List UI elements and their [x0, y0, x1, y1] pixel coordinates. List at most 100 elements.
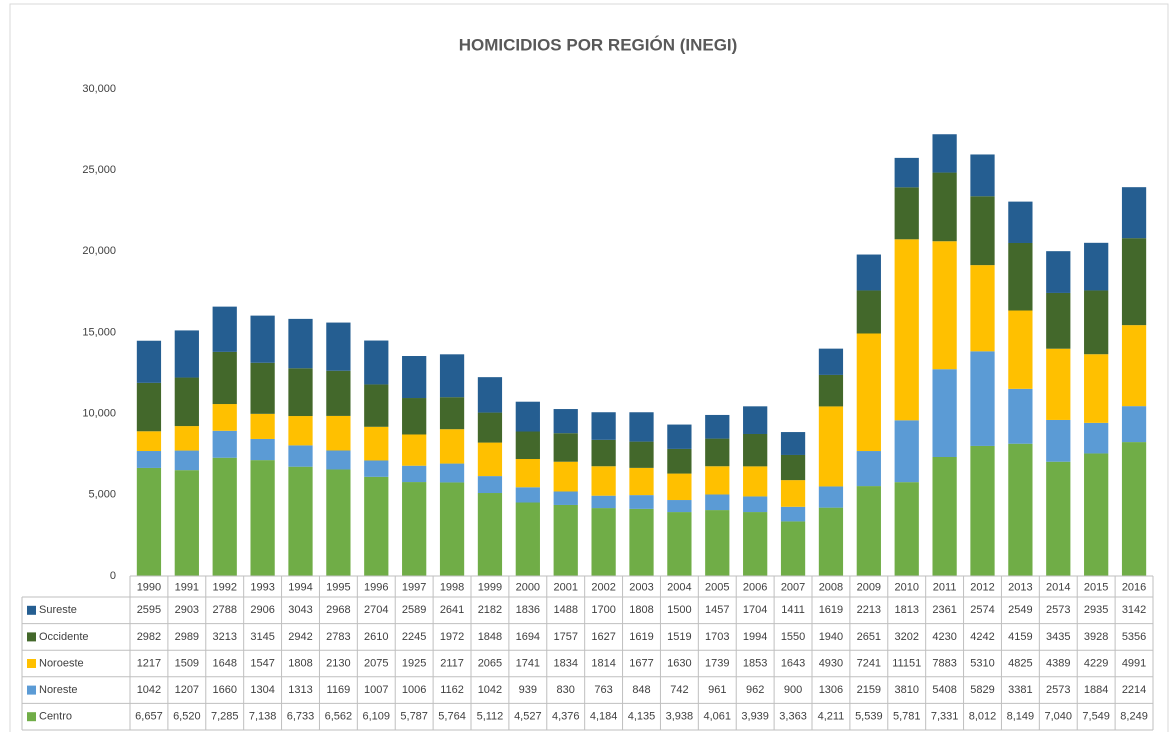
bar-segment: [705, 466, 730, 495]
bar-segment: [818, 486, 844, 508]
legend-label: Noroeste: [39, 657, 84, 669]
table-value: 962: [746, 684, 764, 696]
bar-segment: [932, 134, 957, 173]
bar-segment: [212, 457, 237, 576]
table-value: 4230: [932, 631, 956, 643]
y-tick-label: 5,000: [88, 489, 116, 501]
bar-segment: [1008, 310, 1033, 389]
bar-segment: [477, 377, 503, 413]
bar-segment: [515, 401, 540, 432]
x-tick-label: 1997: [402, 581, 426, 593]
table-value: 1509: [175, 657, 199, 669]
bar-segment: [970, 196, 995, 266]
bar-segment: [667, 512, 692, 576]
bar-segment: [250, 413, 275, 439]
bar-segment: [932, 456, 957, 576]
bar-segment: [1084, 453, 1109, 576]
table-value: 2245: [402, 631, 426, 643]
x-tick-label: 1995: [326, 581, 350, 593]
bar-segment: [629, 508, 654, 576]
table-value: 2783: [326, 631, 350, 643]
bar-segment: [932, 369, 957, 457]
table-value: 1643: [781, 657, 805, 669]
bar-segment: [1084, 290, 1109, 355]
legend-swatch: [27, 659, 36, 668]
x-tick-label: 2001: [553, 581, 577, 593]
table-value: 4,184: [590, 711, 618, 723]
x-tick-label: 1994: [288, 581, 312, 593]
bar-segment: [818, 348, 844, 375]
table-value: 2214: [1122, 684, 1146, 696]
bar-segment: [667, 500, 692, 513]
table-value: 8,012: [969, 711, 997, 723]
x-tick-label: 2013: [1008, 581, 1032, 593]
bar-segment: [705, 510, 730, 576]
table-value: 3043: [288, 604, 312, 616]
bar-segment: [553, 491, 578, 505]
table-value: 1677: [629, 657, 653, 669]
bar-segment: [743, 496, 768, 513]
table-value: 1619: [629, 631, 653, 643]
bar-segment: [894, 239, 919, 421]
bar-segment: [1046, 461, 1071, 576]
table-value: 2982: [137, 631, 161, 643]
table-value: 1925: [402, 657, 426, 669]
table-value: 2704: [364, 604, 388, 616]
bar-segment: [515, 459, 540, 488]
bar-segment: [856, 486, 881, 576]
bar-segment: [818, 374, 844, 407]
bar-segment: [705, 438, 730, 467]
y-tick-label: 0: [110, 570, 116, 582]
chart-border: [9, 3, 1169, 732]
bar-segment: [970, 265, 995, 352]
table-value: 5408: [932, 684, 956, 696]
table-value: 2213: [857, 604, 881, 616]
bar-segment: [667, 473, 692, 501]
bar-segment: [212, 306, 237, 352]
table-value: 4242: [970, 631, 994, 643]
table-value: 1940: [819, 631, 843, 643]
table-value: 4389: [1046, 657, 1070, 669]
table-value: 1808: [288, 657, 312, 669]
x-tick-label: 2004: [667, 581, 691, 593]
table-value: 2968: [326, 604, 350, 616]
x-tick-label: 2015: [1084, 581, 1108, 593]
table-value: 2065: [478, 657, 502, 669]
table-value: 1313: [288, 684, 312, 696]
bar-segment: [402, 482, 427, 576]
bar-segment: [477, 493, 503, 576]
table-value: 2573: [1046, 684, 1070, 696]
table-value: 1042: [137, 684, 161, 696]
table-value: 1042: [478, 684, 502, 696]
table-value: 1972: [440, 631, 464, 643]
bar-segment: [439, 354, 465, 398]
bar-segment: [553, 461, 578, 492]
table-value: 2574: [970, 604, 994, 616]
table-value: 7,285: [211, 711, 239, 723]
table-value: 7,549: [1082, 711, 1110, 723]
x-tick-label: 2008: [819, 581, 843, 593]
table-value: 2903: [175, 604, 199, 616]
bar-segment: [780, 480, 806, 507]
table-value: 1627: [591, 631, 615, 643]
legend-swatch: [27, 685, 36, 695]
bar-segment: [1121, 325, 1147, 407]
legend-swatch: [27, 632, 36, 642]
table-value: 1547: [250, 657, 274, 669]
bar-segment: [1046, 292, 1071, 349]
x-tick-label: 2005: [705, 581, 729, 593]
table-value: 1704: [743, 604, 767, 616]
bar-segment: [970, 154, 995, 197]
bar-segment: [326, 450, 351, 470]
table-value: 3810: [894, 684, 918, 696]
table-value: 1836: [516, 604, 540, 616]
table-value: 3435: [1046, 631, 1070, 643]
x-tick-label: 1999: [478, 581, 502, 593]
table-value: 2651: [857, 631, 881, 643]
legend-label: Centro: [39, 711, 72, 723]
table-value: 1519: [667, 631, 691, 643]
table-value: 1488: [553, 604, 577, 616]
bar-segment: [1046, 251, 1071, 293]
table-value: 1994: [743, 631, 767, 643]
bar-segment: [402, 434, 427, 466]
